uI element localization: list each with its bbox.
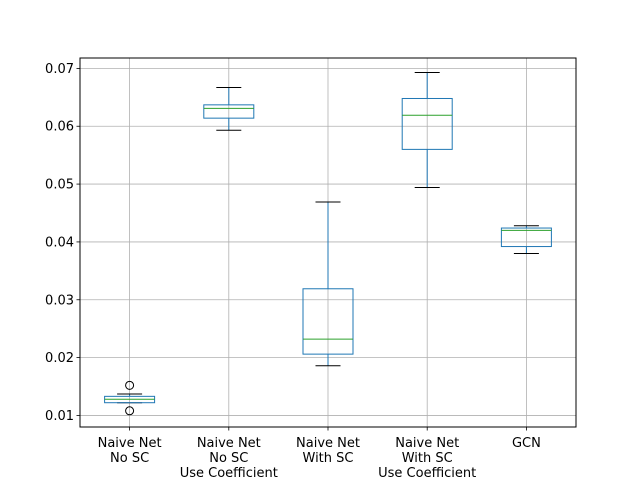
outlier-point — [125, 380, 135, 390]
box-group — [302, 201, 354, 367]
box-series — [104, 71, 552, 416]
box-group — [401, 71, 453, 189]
x-axis: Naive Net No SC Naive Net No SC Use Coeffici… — [98, 427, 541, 480]
y-tick-label: 0.07 — [45, 62, 74, 77]
box-iqr — [500, 227, 552, 248]
box-group — [203, 86, 255, 131]
y-tick-label: 0.06 — [45, 120, 74, 135]
y-tick-label: 0.02 — [45, 351, 74, 366]
y-tick-label: 0.01 — [45, 409, 74, 424]
y-tick-label: 0.04 — [45, 235, 74, 250]
y-tick-label: 0.03 — [45, 293, 74, 308]
x-tick-label: GCN — [512, 436, 541, 451]
y-axis: 0.01 0.02 0.03 0.04 0.05 0.06 0.07 — [45, 62, 80, 424]
box-group — [104, 380, 156, 416]
x-tick-label: Naive Net With SC Use Coefficient — [378, 436, 476, 480]
x-tick-label: Naive Net With SC — [296, 436, 360, 466]
x-tick-label: Naive Net No SC — [98, 436, 162, 466]
box-iqr — [401, 97, 453, 150]
x-tick-label: Naive Net No SC Use Coefficient — [180, 436, 278, 480]
box-group — [500, 225, 552, 254]
box-iqr — [302, 288, 354, 355]
outlier-point — [125, 406, 135, 416]
y-tick-label: 0.05 — [45, 178, 74, 193]
box-iqr — [203, 104, 255, 119]
